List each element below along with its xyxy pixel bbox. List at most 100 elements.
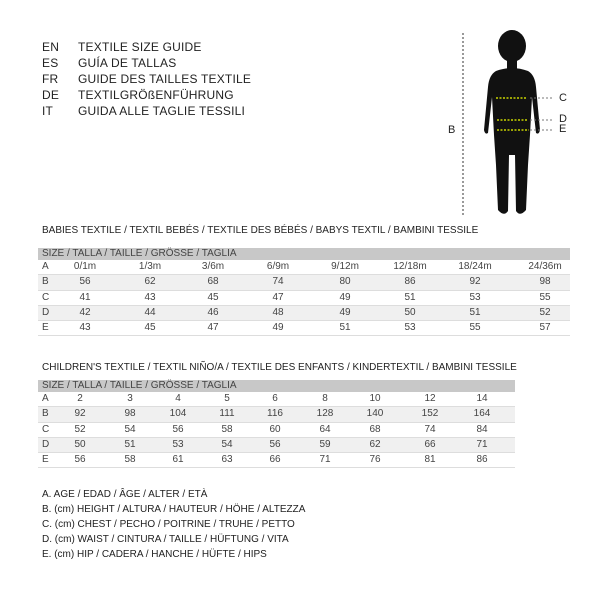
table-cell: 55 xyxy=(469,322,481,334)
table-cell: 3/6m xyxy=(201,261,225,272)
table-cell: 62 xyxy=(369,438,381,450)
table-cell: 24/36m xyxy=(528,261,562,272)
table-cell: 92 xyxy=(74,408,86,420)
table-cell: 52 xyxy=(74,423,86,435)
legend-height: B. (cm) HEIGHT / ALTURA / HAUTEUR / HÖHE… xyxy=(42,504,306,515)
table-row: E 56 58 61 63 66 71 76 81 86 xyxy=(38,453,515,469)
table-cell: 44 xyxy=(144,306,156,318)
row-label: D xyxy=(42,438,50,450)
title-de: DE TEXTILGRÖßENFÜHRUNG xyxy=(42,88,234,102)
row-label: C xyxy=(42,291,50,303)
table-cell: 4 xyxy=(175,393,181,404)
legend-waist: D. (cm) WAIST / CINTURA / TAILLE / HÜFTU… xyxy=(42,534,289,545)
table-cell: 81 xyxy=(424,454,436,466)
legend-age: A. AGE / EDAD / ÂGE / ALTER / ETÀ xyxy=(42,489,208,500)
table-cell: 12 xyxy=(424,393,436,404)
table-cell: 12/18m xyxy=(393,261,427,272)
table-row: C 41 43 45 47 49 51 53 55 xyxy=(38,291,570,306)
table-cell: 86 xyxy=(476,454,488,466)
table-cell: 14 xyxy=(476,393,488,404)
title-es: ES GUÍA DE TALLAS xyxy=(42,56,177,70)
table-cell: 51 xyxy=(124,438,136,450)
table-header: SIZE / TALLA / TAILLE / GRÖSSE / TAGLIA xyxy=(38,248,570,260)
table-cell: 42 xyxy=(79,306,91,318)
title-en: EN TEXTILE SIZE GUIDE xyxy=(42,40,202,54)
table-cell: 76 xyxy=(369,454,381,466)
table-cell: 92 xyxy=(469,276,481,288)
table-cell: 66 xyxy=(269,454,281,466)
table-cell: 56 xyxy=(74,454,86,466)
table-cell: 59 xyxy=(319,438,331,450)
table-row: D 42 44 46 48 49 50 51 52 xyxy=(38,305,570,322)
table-cell: 49 xyxy=(339,291,351,303)
table-cell: 49 xyxy=(339,306,351,318)
table-cell: 50 xyxy=(74,438,86,450)
table-row: C 52 54 56 58 60 64 68 74 84 xyxy=(38,423,515,438)
table-cell: 10 xyxy=(369,393,381,404)
children-title: CHILDREN'S TEXTILE / TEXTIL NIÑO/A / TEX… xyxy=(42,362,517,373)
table-cell: 58 xyxy=(221,423,233,435)
table-cell: 56 xyxy=(172,423,184,435)
table-cell: 45 xyxy=(207,291,219,303)
table-cell: 6 xyxy=(272,393,278,404)
table-cell: 51 xyxy=(404,291,416,303)
table-cell: 2 xyxy=(77,393,83,404)
table-cell: 43 xyxy=(79,322,91,334)
row-label: A xyxy=(42,393,49,404)
table-cell: 64 xyxy=(319,423,331,435)
table-cell: 53 xyxy=(172,438,184,450)
table-cell: 54 xyxy=(124,423,136,435)
row-label: B xyxy=(42,276,49,288)
table-cell: 51 xyxy=(339,322,351,334)
children-size-table: SIZE / TALLA / TAILLE / GRÖSSE / TAGLIA … xyxy=(38,380,515,469)
table-cell: 63 xyxy=(221,454,233,466)
row-label: B xyxy=(42,408,49,420)
table-cell: 71 xyxy=(319,454,331,466)
table-cell: 164 xyxy=(473,408,491,420)
table-cell: 8 xyxy=(322,393,328,404)
child-silhouette-icon xyxy=(484,30,540,214)
table-row: B 56 62 68 74 80 86 92 98 xyxy=(38,275,570,291)
table-cell: 54 xyxy=(221,438,233,450)
table-cell: 62 xyxy=(144,276,156,288)
table-cell: 86 xyxy=(404,276,416,288)
table-cell: 74 xyxy=(272,276,284,288)
table-header: SIZE / TALLA / TAILLE / GRÖSSE / TAGLIA xyxy=(38,380,515,392)
table-cell: 55 xyxy=(539,291,551,303)
table-row: A 2 3 4 5 6 8 10 12 14 xyxy=(38,392,515,408)
table-cell: 58 xyxy=(124,454,136,466)
table-cell: 98 xyxy=(539,276,551,288)
label-c: C xyxy=(559,92,567,104)
table-cell: 48 xyxy=(272,306,284,318)
table-cell: 6/9m xyxy=(266,261,290,272)
label-b: B xyxy=(448,124,456,136)
legend-hip: E. (cm) HIP / CADERA / HANCHE / HÜFTE / … xyxy=(42,549,267,560)
table-cell: 104 xyxy=(169,408,187,420)
table-cell: 98 xyxy=(124,408,136,420)
table-cell: 3 xyxy=(127,393,133,404)
table-cell: 50 xyxy=(404,306,416,318)
table-cell: 5 xyxy=(224,393,230,404)
table-cell: 68 xyxy=(369,423,381,435)
table-cell: 0/1m xyxy=(73,261,97,272)
table-cell: 116 xyxy=(267,408,283,420)
table-cell: 18/24m xyxy=(458,261,492,272)
table-cell: 1/3m xyxy=(138,261,162,272)
babies-size-table: SIZE / TALLA / TAILLE / GRÖSSE / TAGLIA … xyxy=(38,248,570,337)
table-cell: 9/12m xyxy=(331,261,359,272)
table-cell: 51 xyxy=(469,306,481,318)
table-cell: 61 xyxy=(172,454,184,466)
legend-chest: C. (cm) CHEST / PECHO / POITRINE / TRUHE… xyxy=(42,519,295,530)
table-row: A 0/1m 1/3m 3/6m 6/9m 9/12m 12/18m 18/24m 24/36m xyxy=(38,260,570,276)
row-label: E xyxy=(42,454,49,466)
table-row: D 50 51 53 54 56 59 62 66 71 xyxy=(38,437,515,454)
table-cell: 74 xyxy=(424,423,436,435)
table-row: B 92 98 104 111 116 128 140 152 164 xyxy=(38,407,515,423)
row-label: E xyxy=(42,322,49,334)
row-label: A xyxy=(42,261,49,272)
table-cell: 111 xyxy=(219,408,235,420)
row-label: C xyxy=(42,423,50,435)
row-label: D xyxy=(42,306,50,318)
table-cell: 68 xyxy=(207,276,219,288)
table-cell: 53 xyxy=(469,291,481,303)
